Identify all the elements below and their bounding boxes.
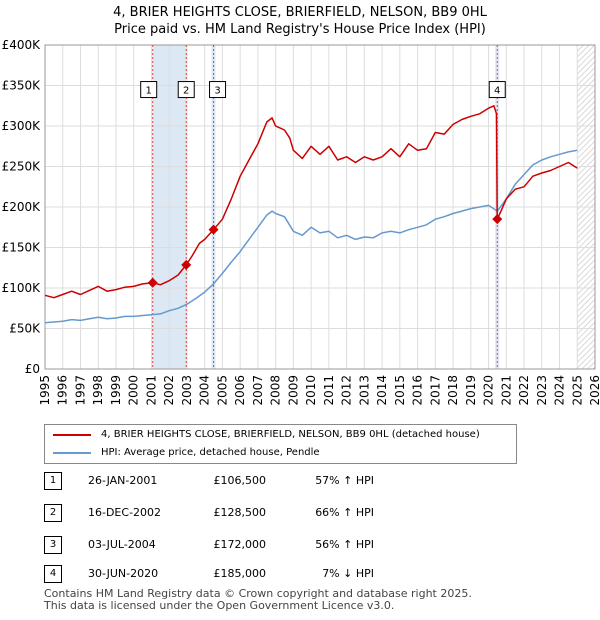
x-tick-label: 2021 bbox=[499, 375, 513, 406]
sale-point bbox=[181, 259, 192, 270]
legend: 4, BRIER HEIGHTS CLOSE, BRIERFIELD, NELS… bbox=[44, 424, 517, 464]
x-tick-label: 2006 bbox=[233, 375, 247, 406]
y-tick-label: £50K bbox=[9, 322, 41, 336]
legend-blue-label: HPI: Average price, detached house, Pend… bbox=[101, 447, 320, 458]
footer-licence: This data is licensed under the Open Gov… bbox=[44, 599, 395, 612]
y-tick-label: £100K bbox=[2, 281, 42, 295]
x-tick-label: 1998 bbox=[91, 375, 105, 406]
transaction-date: 03-JUL-2004 bbox=[88, 538, 156, 551]
x-tick-label: 2001 bbox=[144, 375, 158, 406]
x-tick-label: 2008 bbox=[269, 375, 283, 406]
x-tick-label: 2022 bbox=[517, 375, 531, 406]
x-tick-label: 1996 bbox=[56, 375, 70, 406]
x-tick-label: 2018 bbox=[446, 375, 460, 406]
x-tick-label: 2013 bbox=[357, 375, 371, 406]
sale-label-number: 1 bbox=[146, 86, 152, 97]
sale-label-frame bbox=[488, 81, 506, 99]
transaction-number: 4 bbox=[44, 565, 62, 583]
x-tick-label: 2004 bbox=[198, 375, 212, 406]
chart-title-subtitle: Price paid vs. HM Land Registry's House … bbox=[114, 22, 486, 37]
x-tick-label: 2024 bbox=[553, 375, 567, 406]
legend-blue-swatch bbox=[53, 452, 91, 454]
transaction-hpi-delta: 7% ↓ HPI bbox=[322, 567, 374, 580]
footer: Contains HM Land Registry data © Crown c… bbox=[44, 588, 472, 612]
sale-label-number: 4 bbox=[494, 86, 500, 97]
transaction-hpi-delta: 66% ↑ HPI bbox=[315, 506, 374, 519]
transaction-date: 16-DEC-2002 bbox=[88, 506, 162, 519]
chart-title-address: 4, BRIER HEIGHTS CLOSE, BRIERFIELD, NELS… bbox=[113, 5, 487, 20]
y-tick-label: £150K bbox=[2, 241, 42, 255]
transaction-number: 1 bbox=[44, 472, 62, 490]
x-tick-label: 2002 bbox=[162, 375, 176, 406]
x-tick-label: 2026 bbox=[588, 375, 600, 406]
transaction-date: 30-JUN-2020 bbox=[88, 567, 159, 580]
transaction-hpi-delta: 56% ↑ HPI bbox=[315, 538, 374, 551]
transaction-price: £128,500 bbox=[213, 506, 267, 519]
sale-label-number: 3 bbox=[214, 86, 220, 97]
x-tick-label: 2017 bbox=[428, 375, 442, 406]
x-tick-label: 2011 bbox=[322, 375, 336, 406]
y-tick-label: £200K bbox=[2, 200, 42, 214]
sale-label-box: 3 bbox=[209, 81, 227, 99]
sale-point bbox=[147, 277, 158, 288]
footer-copyright: Contains HM Land Registry data © Crown c… bbox=[44, 587, 472, 600]
x-tick-label: 2003 bbox=[180, 375, 194, 406]
y-tick-label: £300K bbox=[2, 119, 42, 133]
sale-label-frame bbox=[209, 81, 227, 99]
x-tick-label: 2009 bbox=[286, 375, 300, 406]
sale-label-box: 2 bbox=[177, 81, 195, 99]
y-tick-label: £0 bbox=[25, 362, 40, 376]
x-tick-label: 1997 bbox=[73, 375, 87, 406]
sale-label-number: 2 bbox=[183, 86, 189, 97]
x-tick-label: 2005 bbox=[215, 375, 229, 406]
hpi-line bbox=[44, 149, 578, 324]
sale-point bbox=[208, 224, 219, 235]
transaction-date: 26-JAN-2001 bbox=[88, 474, 158, 487]
sale-label-frame bbox=[140, 81, 158, 99]
x-tick-label: 2015 bbox=[393, 375, 407, 406]
sale-label-box: 1 bbox=[140, 81, 158, 99]
x-tick-label: 1999 bbox=[109, 375, 123, 406]
transaction-hpi-delta: 57% ↑ HPI bbox=[315, 474, 374, 487]
x-tick-label: 2010 bbox=[304, 375, 318, 406]
transaction-price: £106,500 bbox=[213, 474, 267, 487]
sale-label-box: 4 bbox=[488, 81, 506, 99]
x-tick-label: 2000 bbox=[127, 375, 141, 406]
price-paid-line bbox=[44, 105, 578, 299]
y-tick-label: £400K bbox=[2, 38, 42, 52]
legend-red-swatch bbox=[53, 434, 91, 436]
legend-red-label: 4, BRIER HEIGHTS CLOSE, BRIERFIELD, NELS… bbox=[101, 429, 480, 440]
x-tick-label: 2025 bbox=[570, 375, 584, 406]
sale-point bbox=[492, 214, 503, 225]
x-tick-label: 2012 bbox=[340, 375, 354, 406]
x-tick-label: 2007 bbox=[251, 375, 265, 406]
transaction-price: £172,000 bbox=[213, 538, 267, 551]
y-tick-label: £350K bbox=[2, 79, 42, 93]
transaction-price: £185,000 bbox=[213, 567, 267, 580]
x-tick-label: 2019 bbox=[464, 375, 478, 406]
transaction-number: 3 bbox=[44, 536, 62, 554]
price-chart: £0 £50K £100K £150K £200K £250K £300K £350K £400… bbox=[2, 38, 600, 406]
x-tick-label: 2014 bbox=[375, 375, 389, 406]
x-tick-label: 1995 bbox=[38, 375, 52, 406]
plot-frame bbox=[44, 44, 596, 370]
x-tick-label: 2023 bbox=[535, 375, 549, 406]
transaction-number: 2 bbox=[44, 504, 62, 522]
x-tick-label: 2016 bbox=[411, 375, 425, 406]
sale-label-frame bbox=[177, 81, 195, 99]
y-tick-label: £250K bbox=[2, 160, 42, 174]
x-tick-label: 2020 bbox=[482, 375, 496, 406]
